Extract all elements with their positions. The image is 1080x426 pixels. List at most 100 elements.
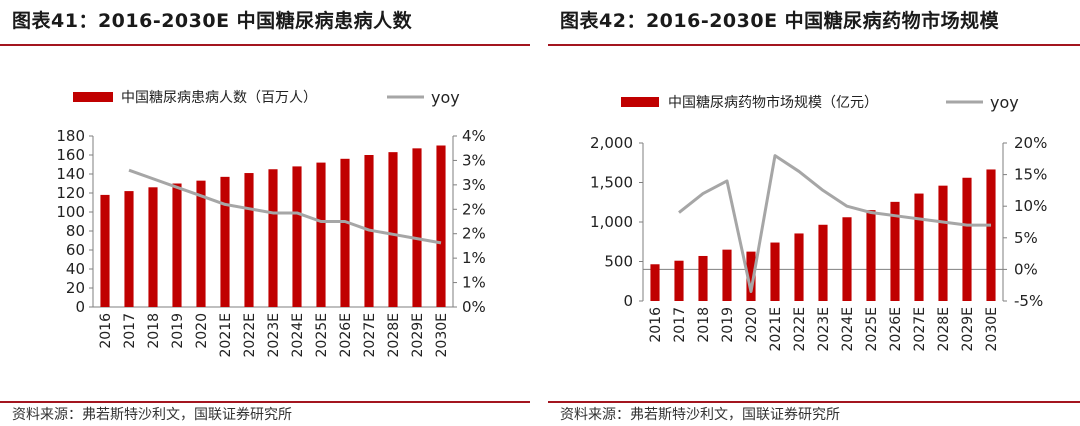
bar <box>388 152 398 307</box>
category-label: 2022E <box>792 307 808 351</box>
category-label: 2016 <box>648 307 664 343</box>
left-tick-label: 40 <box>66 260 85 278</box>
category-label: 2025E <box>314 313 330 357</box>
category-label: 2024E <box>290 313 306 357</box>
left-tick-label: 60 <box>66 241 85 259</box>
bar <box>698 255 708 301</box>
left-tick-label: 180 <box>56 127 85 145</box>
left-tick-label: 0 <box>75 298 85 316</box>
right-tick-label: -5% <box>1014 292 1043 310</box>
category-label: 2026E <box>888 307 904 351</box>
right-tick-label: 3% <box>462 151 486 169</box>
bar <box>412 148 422 307</box>
category-label: 2021E <box>768 307 784 351</box>
category-label: 2027E <box>362 313 378 357</box>
bar <box>770 242 780 301</box>
left-tick-label: 120 <box>56 184 85 202</box>
legend-bar-label: 中国糖尿病药物市场规模（亿元） <box>668 94 878 111</box>
right-tick-label: 5% <box>1014 229 1038 247</box>
left-tick-label: 160 <box>56 146 85 164</box>
right-tick-label: 1% <box>462 249 486 267</box>
left-tick-label: 140 <box>56 165 85 183</box>
yoy-line <box>678 154 991 294</box>
left-tick-label: 20 <box>66 279 85 297</box>
footer-divider <box>0 401 530 403</box>
category-label: 2020 <box>744 307 760 343</box>
category-label: 2017 <box>672 307 688 343</box>
bar <box>436 145 446 307</box>
legend-bar-swatch <box>73 92 113 102</box>
chart-title: 图表42：2016-2030E 中国糖尿病药物市场规模 <box>560 10 1000 32</box>
right-tick-label: 4% <box>462 127 486 145</box>
bar <box>148 187 158 307</box>
bar <box>316 162 326 307</box>
source-note: 资料来源：弗若斯特沙利文，国联证券研究所 <box>560 407 840 423</box>
category-label: 2030E <box>984 307 1000 351</box>
category-label: 2030E <box>434 313 450 357</box>
right-tick-label: 15% <box>1014 166 1047 184</box>
bar <box>674 260 684 301</box>
footer-divider <box>548 401 1080 403</box>
bar <box>866 210 876 301</box>
category-label: 2017 <box>122 313 138 349</box>
legend-bar-label: 中国糖尿病患病人数（百万人） <box>121 90 317 106</box>
bar <box>722 249 732 301</box>
category-label: 2021E <box>218 313 234 357</box>
right-tick-label: 20% <box>1014 134 1047 152</box>
category-label: 2026E <box>338 313 354 357</box>
category-label: 2029E <box>410 313 426 357</box>
bar <box>746 251 756 301</box>
category-label: 2020 <box>194 313 210 349</box>
category-label: 2024E <box>840 307 856 351</box>
title-divider <box>548 44 1080 46</box>
bar <box>818 224 828 301</box>
bar <box>268 169 278 307</box>
category-label: 2023E <box>816 307 832 351</box>
category-label: 2027E <box>912 307 928 351</box>
bar <box>196 180 206 307</box>
category-label: 2022E <box>242 313 258 357</box>
left-tick-label: 1,000 <box>590 213 633 231</box>
right-tick-label: 2% <box>462 200 486 218</box>
chart-title: 图表41：2016-2030E 中国糖尿病患病人数 <box>12 10 413 32</box>
bar <box>100 194 110 307</box>
bar <box>890 201 900 301</box>
bar <box>962 177 972 301</box>
bar <box>650 264 660 301</box>
right-tick-label: 3% <box>462 176 486 194</box>
left-tick-label: 2,000 <box>590 134 633 152</box>
bar <box>842 217 852 301</box>
category-label: 2025E <box>864 307 880 351</box>
right-tick-label: 0% <box>462 298 486 316</box>
right-tick-label: 10% <box>1014 197 1047 215</box>
category-label: 2028E <box>936 307 952 351</box>
source-note: 资料来源：弗若斯特沙利文，国联证券研究所 <box>12 407 292 423</box>
bar <box>244 173 254 307</box>
left-tick-label: 100 <box>56 203 85 221</box>
left-tick-label: 1,500 <box>590 174 633 192</box>
category-label: 2016 <box>98 313 114 349</box>
bar <box>340 158 350 307</box>
left-tick-label: 0 <box>623 292 633 310</box>
bar <box>914 193 924 301</box>
bar <box>292 166 302 307</box>
right-tick-label: 0% <box>1014 260 1038 278</box>
bar <box>172 183 182 307</box>
category-label: 2019 <box>720 307 736 343</box>
legend-line-label: yoy <box>431 88 460 107</box>
legend-bar-swatch <box>621 97 659 107</box>
bar <box>794 233 804 301</box>
category-label: 2023E <box>266 313 282 357</box>
category-label: 2019 <box>170 313 186 349</box>
bar <box>986 169 996 301</box>
bar <box>938 185 948 301</box>
chart-panel-patients: 图表41：2016-2030E 中国糖尿病患病人数 0 20 40 60 80 100 12… <box>0 0 530 426</box>
chart-panel-market: 图表42：2016-2030E 中国糖尿病药物市场规模 0 500 1,000 1,5… <box>548 0 1080 426</box>
category-label: 2018 <box>146 313 162 349</box>
right-tick-label: 2% <box>462 225 486 243</box>
bar <box>124 191 134 307</box>
legend-line-label: yoy <box>990 93 1019 112</box>
category-label: 2018 <box>696 307 712 343</box>
chart-market: 0 500 1,000 1,500 2,000 -5% 0% 5% 10% 15% 20% 2016 2… <box>590 93 1047 351</box>
